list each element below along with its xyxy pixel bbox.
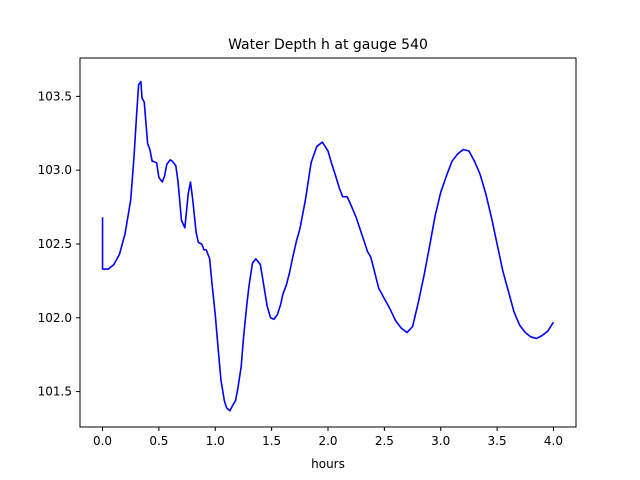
x-tick-label: 1.5 xyxy=(262,434,281,448)
x-tick-label: 1.0 xyxy=(206,434,225,448)
plot-frame xyxy=(79,57,577,428)
water-depth-line xyxy=(101,80,555,412)
x-tick-label: 3.5 xyxy=(488,434,507,448)
x-tick-label: 2.5 xyxy=(375,434,394,448)
x-tick-label: 0.0 xyxy=(93,434,112,448)
y-tick-label: 102.5 xyxy=(38,237,72,251)
y-tick-label: 101.5 xyxy=(38,385,72,399)
x-tick-label: 0.5 xyxy=(149,434,168,448)
x-axis-label: hours xyxy=(311,457,345,471)
chart-title: Water Depth h at gauge 540 xyxy=(228,37,428,53)
x-tick-label: 2.0 xyxy=(318,434,337,448)
y-tick-label: 103.5 xyxy=(38,89,72,103)
data-layer xyxy=(101,80,555,412)
x-axis: 0.0 0.5 1.0 1.5 2.0 2.5 3.0 3.5 4.0 xyxy=(93,427,563,448)
y-tick-label: 102.0 xyxy=(38,311,72,325)
y-tick-label: 103.0 xyxy=(38,163,72,177)
x-tick-label: 3.0 xyxy=(431,434,450,448)
y-axis: 101.5 102.0 102.5 103.0 103.5 xyxy=(38,89,80,399)
x-tick-label: 4.0 xyxy=(544,434,563,448)
